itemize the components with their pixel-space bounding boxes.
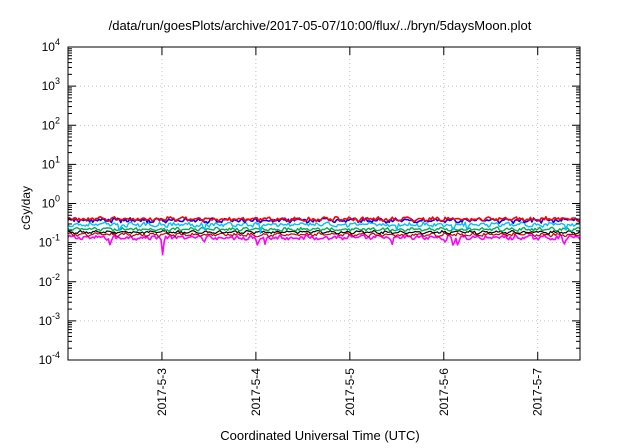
grid-lines xyxy=(68,47,580,360)
x-tick-label: 2017-5-5 xyxy=(343,368,357,416)
series-line xyxy=(67,229,581,235)
y-tick-label: 10-3 xyxy=(39,311,60,328)
x-tick-label: 2017-5-7 xyxy=(531,368,545,416)
x-tick-label: 2017-5-6 xyxy=(437,368,451,416)
y-tick-label: 10-2 xyxy=(39,272,60,289)
chart-title: /data/run/goesPlots/archive/2017-05-07/1… xyxy=(108,18,532,33)
x-tick-label: 2017-5-4 xyxy=(249,368,263,416)
axis-ticks: 10-4 10-3 10-2 10-1 100 101 102 103 104 2017-5-3 2… xyxy=(39,37,580,416)
x-tick-label: 2017-5-3 xyxy=(155,368,169,416)
x-axis-label: Coordinated Universal Time (UTC) xyxy=(220,428,420,443)
y-tick-label: 10-4 xyxy=(39,350,60,367)
y-tick-label: 100 xyxy=(42,194,60,211)
y-tick-label: 104 xyxy=(42,37,60,54)
series-line xyxy=(67,226,581,233)
series-line xyxy=(67,234,581,256)
y-tick-label: 102 xyxy=(42,115,60,132)
series-line xyxy=(67,215,581,223)
series-line xyxy=(67,221,581,235)
y-tick-label: 103 xyxy=(42,76,60,93)
series-layer xyxy=(67,215,581,256)
y-tick-label: 101 xyxy=(42,154,60,171)
y-tick-label: 10-1 xyxy=(39,233,60,250)
series-line xyxy=(67,232,581,238)
